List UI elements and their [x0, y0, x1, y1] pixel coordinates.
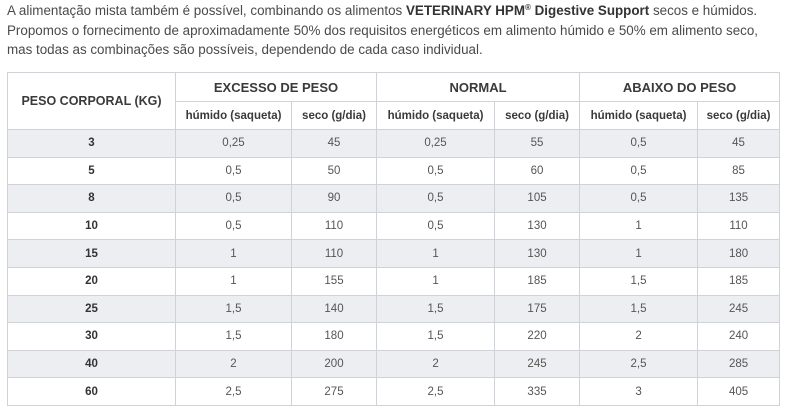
dry-grams-cell: 45: [697, 129, 781, 158]
sub-header: húmido (saqueta): [175, 101, 292, 130]
dry-grams-cell: 105: [494, 184, 581, 213]
wet-sachet-cell: 0,5: [579, 129, 699, 158]
dry-grams-cell: 50: [290, 156, 378, 186]
table-row: 10 0,5 110 0,5 130 1 110: [7, 211, 781, 241]
wet-sachet-cell: 0,5: [579, 156, 699, 186]
wet-sachet-cell: 1: [579, 211, 699, 241]
dry-grams-cell: 200: [290, 349, 378, 379]
wet-sachet-cell: 1: [376, 266, 496, 296]
wet-sachet-cell: 1,5: [579, 266, 699, 296]
dry-grams-cell: 110: [290, 211, 378, 241]
wet-sachet-cell: 0,5: [376, 184, 496, 213]
dry-grams-cell: 90: [290, 184, 378, 213]
wet-sachet-cell: 1,5: [579, 294, 699, 324]
wet-sachet-cell: 0,25: [376, 129, 496, 158]
dry-grams-cell: 140: [290, 294, 378, 324]
table-row: 8 0,5 90 0,5 105 0,5 135: [7, 184, 781, 213]
weight-cell: 3: [7, 129, 176, 158]
weight-cell: 15: [7, 239, 176, 268]
weight-cell: 10: [7, 211, 176, 241]
dry-grams-cell: 405: [697, 377, 781, 406]
wet-sachet-cell: 0,5: [175, 156, 292, 186]
weight-header: PESO CORPORAL (KG): [7, 72, 176, 130]
wet-sachet-cell: 1,5: [376, 322, 496, 351]
wet-sachet-cell: 1: [376, 239, 496, 268]
table-row: 25 1,5 140 1,5 175 1,5 245: [7, 294, 781, 324]
dry-grams-cell: 285: [697, 349, 781, 379]
intro-text-end: secos e húmidos.: [649, 3, 758, 18]
group-header-normal: NORMAL: [376, 72, 581, 102]
dry-grams-cell: 45: [290, 129, 378, 158]
dry-grams-cell: 245: [494, 349, 581, 379]
wet-sachet-cell: 0,5: [579, 184, 699, 213]
feeding-table: PESO CORPORAL (KG) EXCESSO DE PESO NORMA…: [7, 72, 781, 406]
wet-sachet-cell: 1: [175, 266, 292, 296]
dry-grams-cell: 110: [697, 211, 781, 241]
wet-sachet-cell: 2: [579, 322, 699, 351]
wet-sachet-cell: 1: [579, 239, 699, 268]
table-body: 3 0,25 45 0,25 55 0,5 45 5 0,5 50 0,5 60 0,5 85 8 0,5 90…: [7, 129, 781, 406]
table-row: 5 0,5 50 0,5 60 0,5 85: [7, 156, 781, 186]
wet-sachet-cell: 3: [579, 377, 699, 406]
table-row: 20 1 155 1 185 1,5 185: [7, 266, 781, 296]
dry-grams-cell: 135: [697, 184, 781, 213]
table-row: 30 1,5 180 1,5 220 2 240: [7, 322, 781, 351]
wet-sachet-cell: 2,5: [376, 377, 496, 406]
dry-grams-cell: 130: [494, 211, 581, 241]
weight-cell: 5: [7, 156, 176, 186]
dry-grams-cell: 245: [697, 294, 781, 324]
wet-sachet-cell: 0,25: [175, 129, 292, 158]
table-row: 40 2 200 2 245 2,5 285: [7, 349, 781, 379]
wet-sachet-cell: 0,5: [175, 184, 292, 213]
intro-text-start: A alimentação mista também é possível, c…: [7, 3, 406, 18]
sub-header: seco (g/dia): [697, 101, 781, 130]
intro-text-detail: Propomos o fornecimento de aproximadamen…: [7, 22, 759, 58]
table-row: 3 0,25 45 0,25 55 0,5 45: [7, 129, 781, 158]
dry-grams-cell: 240: [697, 322, 781, 351]
wet-sachet-cell: 2,5: [579, 349, 699, 379]
intro-paragraph: A alimentação mista também é possível, c…: [7, 1, 782, 60]
dry-grams-cell: 175: [494, 294, 581, 324]
group-header-underweight: ABAIXO DO PESO: [579, 72, 781, 102]
dry-grams-cell: 275: [290, 377, 378, 406]
wet-sachet-cell: 2,5: [175, 377, 292, 406]
wet-sachet-cell: 1,5: [376, 294, 496, 324]
wet-sachet-cell: 1,5: [175, 294, 292, 324]
dry-grams-cell: 130: [494, 239, 581, 268]
dry-grams-cell: 180: [290, 322, 378, 351]
dry-grams-cell: 55: [494, 129, 581, 158]
brand-name: VETERINARY HPM® Digestive Support: [405, 3, 650, 18]
dry-grams-cell: 60: [494, 156, 581, 186]
group-header-overweight: EXCESSO DE PESO: [174, 72, 378, 102]
wet-sachet-cell: 0,5: [376, 156, 496, 186]
table-row: 15 1 110 1 130 1 180: [7, 239, 781, 268]
weight-cell: 20: [7, 266, 176, 296]
weight-cell: 8: [7, 184, 176, 213]
dry-grams-cell: 335: [494, 377, 581, 406]
registered-mark: ®: [525, 3, 531, 12]
dry-grams-cell: 155: [290, 266, 378, 296]
wet-sachet-cell: 2: [175, 349, 292, 379]
wet-sachet-cell: 1: [175, 239, 292, 268]
wet-sachet-cell: 1,5: [175, 322, 292, 351]
weight-cell: 60: [7, 377, 176, 406]
weight-cell: 40: [7, 349, 176, 379]
sub-header: seco (g/dia): [494, 101, 581, 130]
sub-header: húmido (saqueta): [376, 101, 496, 130]
dry-grams-cell: 110: [290, 239, 378, 268]
dry-grams-cell: 180: [697, 239, 781, 268]
dry-grams-cell: 220: [494, 322, 581, 351]
wet-sachet-cell: 0,5: [376, 211, 496, 241]
dry-grams-cell: 185: [494, 266, 581, 296]
wet-sachet-cell: 0,5: [175, 211, 292, 241]
dry-grams-cell: 185: [697, 266, 781, 296]
dry-grams-cell: 85: [697, 156, 781, 186]
wet-sachet-cell: 2: [376, 349, 496, 379]
sub-header: húmido (saqueta): [579, 101, 699, 130]
weight-cell: 25: [7, 294, 176, 324]
sub-header: seco (g/dia): [290, 101, 378, 130]
table-row: 60 2,5 275 2,5 335 3 405: [7, 377, 781, 406]
weight-cell: 30: [7, 322, 176, 351]
